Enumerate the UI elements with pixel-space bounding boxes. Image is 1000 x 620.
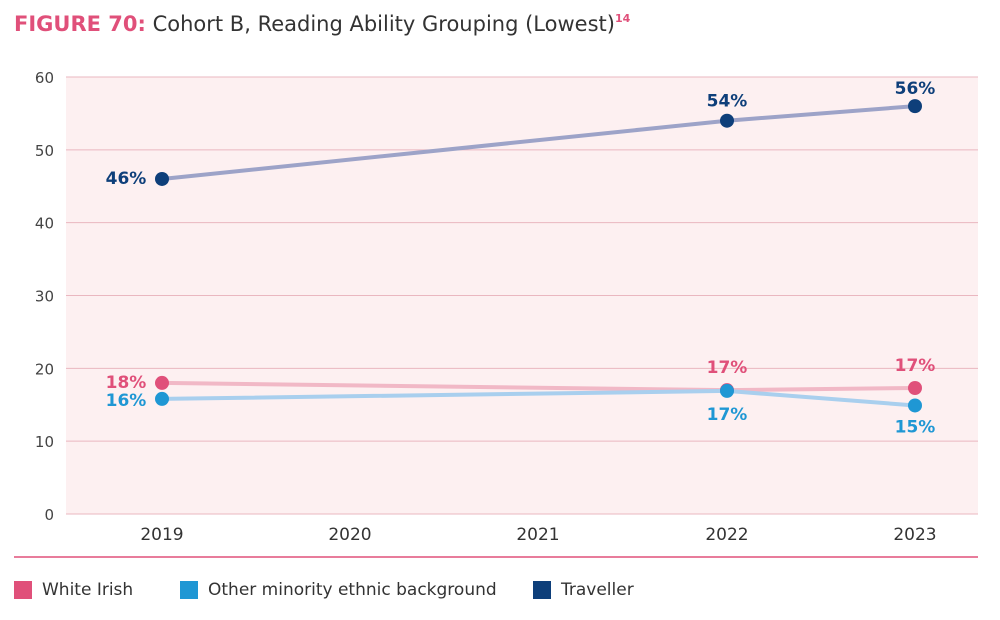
footnote-marker: 14	[614, 12, 631, 25]
data-label-traveller-2019: 46%	[106, 169, 147, 189]
x-tick-label-2020: 2020	[328, 525, 371, 545]
figure-title-text: Cohort B, Reading Ability Grouping (Lowe…	[152, 12, 615, 36]
data-point-traveller-2022	[720, 113, 734, 128]
legend-label-other-minority: Other minority ethnic background	[208, 580, 497, 600]
figure-label: FIGURE 70:	[14, 12, 146, 36]
data-label-white_irish-2023: 17%	[895, 356, 936, 376]
y-tick-label-20: 20	[35, 360, 54, 378]
data-label-other_minority-2022: 17%	[707, 405, 748, 425]
data-point-other_minority-2022	[720, 383, 734, 398]
y-tick-label-60: 60	[35, 69, 54, 87]
y-tick-label-10: 10	[35, 433, 54, 451]
legend-label-white-irish: White Irish	[42, 580, 134, 600]
legend-label-traveller: Traveller	[561, 580, 634, 600]
x-tick-label-2019: 2019	[140, 525, 183, 545]
legend-item-white-irish: White Irish	[14, 580, 133, 600]
figure-title: FIGURE 70: Cohort B, Reading Ability Gro…	[14, 12, 630, 36]
x-tick-label-2023: 2023	[893, 525, 936, 545]
data-point-other_minority-2023	[908, 398, 922, 413]
data-point-white_irish-2023	[908, 380, 922, 395]
data-point-other_minority-2019	[155, 391, 169, 406]
data-label-traveller-2023: 56%	[895, 79, 936, 99]
legend-swatch-white-irish	[14, 581, 32, 599]
data-label-traveller-2022: 54%	[707, 92, 748, 112]
data-point-traveller-2023	[908, 99, 922, 114]
legend-item-traveller: Traveller	[533, 580, 634, 600]
data-point-traveller-2019	[155, 171, 169, 186]
legend-swatch-traveller	[533, 581, 551, 599]
data-label-white_irish-2022: 17%	[707, 358, 748, 378]
x-tick-label-2022: 2022	[705, 525, 748, 545]
y-tick-label-50: 50	[35, 142, 54, 160]
y-tick-label-30: 30	[35, 288, 54, 306]
legend-item-other-minority: Other minority ethnic background	[180, 580, 497, 600]
y-tick-label-0: 0	[44, 506, 54, 524]
y-tick-label-40: 40	[35, 215, 54, 233]
data-label-other_minority-2019: 16%	[106, 391, 147, 411]
data-point-white_irish-2019	[155, 375, 169, 390]
legend-swatch-other-minority	[180, 581, 198, 599]
data-label-white_irish-2019: 18%	[106, 373, 147, 393]
x-tick-label-2021: 2021	[516, 525, 559, 545]
data-label-other_minority-2023: 15%	[895, 417, 936, 437]
